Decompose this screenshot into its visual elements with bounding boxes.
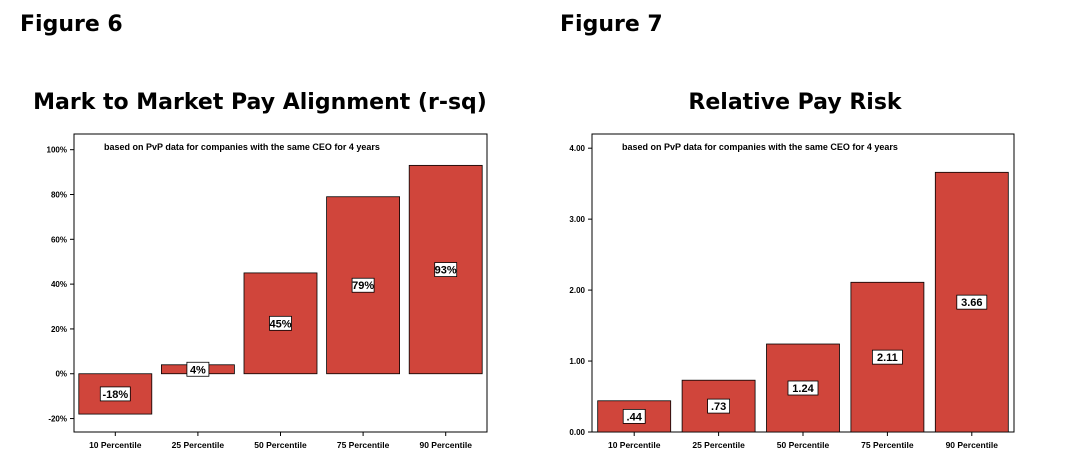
data-label: 3.66 <box>961 297 982 309</box>
figure-7-label: Figure 7 <box>560 12 663 37</box>
y-tick-label: 0.00 <box>569 428 585 437</box>
figure-6-label: Figure 6 <box>20 12 123 37</box>
data-label: -18% <box>102 389 128 401</box>
data-label: 45% <box>269 318 291 330</box>
x-tick-label: 25 Percentile <box>172 440 225 450</box>
y-tick-label: 40% <box>51 280 67 289</box>
y-tick-label: 60% <box>51 235 67 244</box>
y-tick-label: 0% <box>55 370 67 379</box>
x-tick-label: 90 Percentile <box>419 440 472 450</box>
x-tick-label: 25 Percentile <box>692 440 745 450</box>
data-label-box <box>872 349 903 365</box>
y-tick-label: 1.00 <box>569 357 585 366</box>
x-tick-label: 75 Percentile <box>861 440 914 450</box>
data-label-box <box>622 408 646 424</box>
data-label-box <box>707 398 730 414</box>
data-label: .44 <box>627 411 643 423</box>
data-label-box <box>956 294 988 310</box>
y-tick-label: 80% <box>51 190 67 199</box>
chart-2: 0.00 1.00 2.00 3.00 4.00 .44 10 Percentile .73 2… <box>569 133 1015 450</box>
data-label-box <box>434 262 458 277</box>
y-tick-label: 2.00 <box>569 286 585 295</box>
data-label-box <box>269 315 292 331</box>
x-tick-label: 50 Percentile <box>777 440 830 450</box>
y-tick-label: -20% <box>48 415 67 424</box>
data-label-box <box>186 361 210 377</box>
chart-1-title: Mark to Market Pay Alignment (r-sq) <box>33 90 487 115</box>
data-label-box <box>787 380 819 396</box>
data-label: 1.24 <box>792 383 814 395</box>
x-tick-label: 90 Percentile <box>946 440 999 450</box>
data-label: 93% <box>435 265 457 277</box>
data-label-box <box>351 277 375 293</box>
data-label-box <box>99 386 131 402</box>
bar <box>326 196 401 375</box>
chart-annotation: based on PvP data for companies with the… <box>622 142 898 152</box>
x-tick-label: 75 Percentile <box>337 440 390 450</box>
y-tick-label: 4.00 <box>569 144 585 153</box>
x-tick-label: 10 Percentile <box>608 440 661 450</box>
chart-2-title: Relative Pay Risk <box>688 90 902 115</box>
chart-1: -20% 0% 20% 40% 60% 80% 100% -18% 10 Percentile 4… <box>47 133 488 450</box>
y-tick-label: 3.00 <box>569 215 585 224</box>
data-label: 79% <box>352 280 374 292</box>
y-tick-label: 20% <box>51 325 67 334</box>
data-label: .73 <box>711 401 726 413</box>
chart-annotation: based on PvP data for companies with the… <box>104 142 380 152</box>
x-tick-label: 50 Percentile <box>254 440 307 450</box>
x-tick-label: 10 Percentile <box>89 440 142 450</box>
data-label: 4% <box>190 364 206 376</box>
y-tick-label: 100% <box>47 146 67 155</box>
data-label: 2.11 <box>877 352 898 364</box>
